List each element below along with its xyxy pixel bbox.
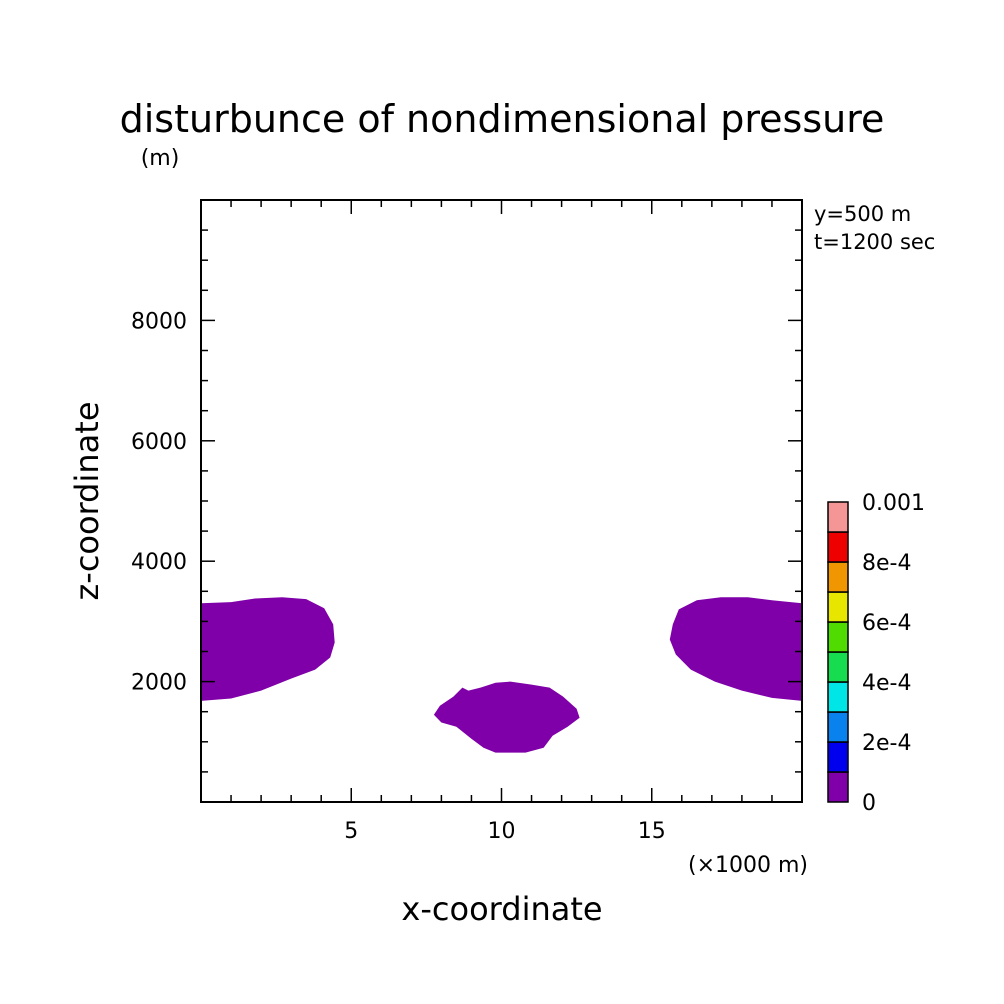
chart-title: disturbunce of nondimensional pressure [120, 97, 885, 141]
info-line-2: t=1200 sec [814, 230, 935, 254]
colorbar-tick-label: 6e-4 [862, 611, 911, 636]
axis-ticks [201, 200, 802, 802]
colorbar-swatch [827, 621, 849, 653]
colorbar-labels: 0 2e-4 4e-4 6e-4 8e-4 0.001 [862, 491, 925, 816]
colorbar-swatch [827, 741, 849, 773]
y-tick-label: 8000 [131, 309, 187, 334]
colorbar-swatch [827, 591, 849, 623]
x-unit-label: (×1000 m) [688, 853, 808, 878]
x-axis-label: x-coordinate [401, 890, 602, 928]
units-label: (m) [141, 146, 180, 171]
y-tick-labels: 2000 4000 6000 8000 [131, 309, 187, 695]
colorbar-tick-label: 4e-4 [862, 671, 911, 696]
colorbar-swatch [827, 561, 849, 593]
colorbar-swatch [827, 711, 849, 743]
y-tick-label: 2000 [131, 671, 187, 696]
x-tick-label: 10 [488, 819, 516, 844]
center-region [433, 681, 580, 753]
info-line-1: y=500 m [814, 202, 911, 226]
colorbar-tick-label: 2e-4 [862, 731, 911, 756]
y-axis-label: z-coordinate [68, 401, 106, 600]
x-tick-label: 5 [344, 819, 358, 844]
colorbar-swatch [827, 531, 849, 563]
contour-regions [201, 597, 802, 753]
colorbar-tick-label: 8e-4 [862, 551, 911, 576]
y-tick-label: 4000 [131, 550, 187, 575]
colorbar-swatch [827, 771, 849, 803]
right-region [669, 597, 802, 701]
colorbar [827, 501, 849, 803]
colorbar-swatch [827, 651, 849, 683]
colorbar-tick-label: 0.001 [862, 491, 925, 516]
colorbar-swatch [827, 681, 849, 713]
colorbar-swatch [827, 501, 849, 533]
x-tick-label: 15 [638, 819, 666, 844]
y-tick-label: 6000 [131, 430, 187, 455]
plot-frame [200, 199, 803, 803]
colorbar-tick-label: 0 [862, 791, 876, 816]
x-tick-labels: 5 10 15 [344, 819, 666, 844]
left-region [201, 597, 335, 701]
